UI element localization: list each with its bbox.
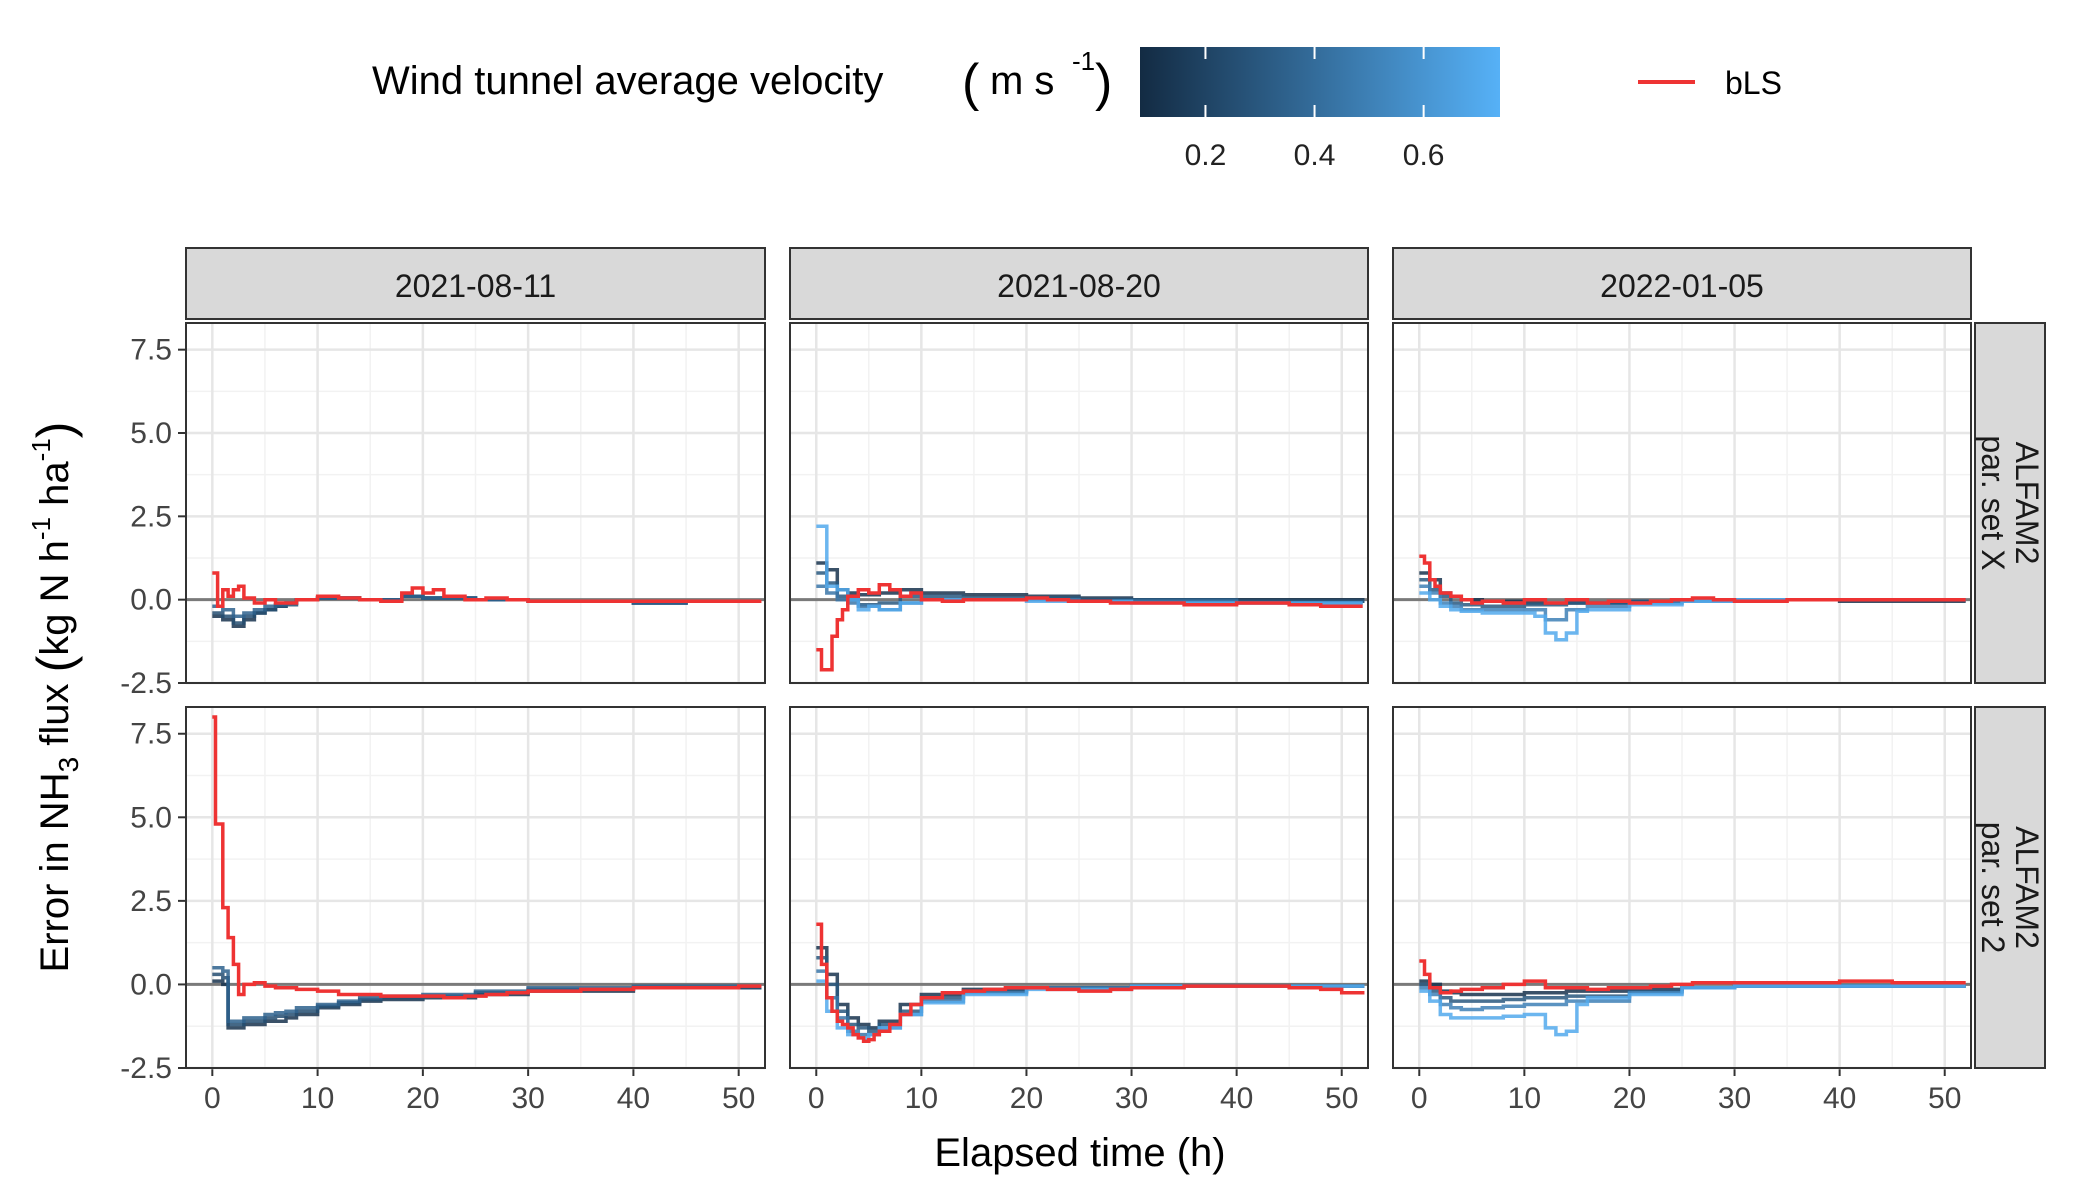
panel — [789, 706, 1369, 1070]
y-title-unit-a: kg N h — [33, 540, 77, 656]
x-tick-label: 50 — [722, 1082, 755, 1115]
x-tick-label: 10 — [301, 1082, 334, 1115]
colorbar-tick-label: 0.2 — [1185, 139, 1227, 172]
x-tick-label: 30 — [1718, 1082, 1751, 1115]
y-title-unit-b-exp: -1 — [26, 438, 56, 461]
x-tick-label: 0 — [1411, 1082, 1428, 1115]
y-title-prefix: Error in NH — [33, 772, 77, 972]
colorbar-tick-label: 0.4 — [1294, 139, 1336, 172]
y-tick-label: 5.0 — [130, 417, 172, 450]
panel-border — [789, 322, 1369, 684]
facet-strip-column-label: 2021-08-11 — [395, 268, 556, 304]
panel — [1392, 322, 1972, 685]
y-tick-label: 0.0 — [130, 584, 172, 617]
x-tick-label: 0 — [204, 1082, 221, 1115]
y-tick-label: 0.0 — [130, 968, 172, 1001]
colorbar — [1140, 47, 1500, 117]
legend: Wind tunnel average velocity ( m s -1 ) … — [372, 46, 1782, 172]
y-title-mid: flux — [33, 672, 77, 756]
y-tick-label: 5.0 — [130, 801, 172, 834]
y-tick-label: 7.5 — [130, 718, 172, 751]
colorbar-title: Wind tunnel average velocity — [372, 59, 883, 103]
y-tick-label: -2.5 — [120, 1052, 172, 1085]
series-line-velocity — [1419, 591, 1966, 642]
facet-strip-column — [185, 247, 766, 320]
x-tick-label: 40 — [1823, 1082, 1856, 1115]
y-title-unit-a-exp: -1 — [26, 517, 56, 540]
series-line-velocity — [212, 965, 760, 1023]
facet-strip-column-label: 2021-08-20 — [997, 268, 1161, 304]
panel — [185, 706, 766, 1070]
facet-strip-row-label: ALFAM2par. set X — [1975, 435, 2045, 570]
colorbar-ticks: 0.2 0.4 0.6 — [1185, 47, 1445, 172]
x-tick-label: 20 — [1010, 1082, 1043, 1115]
y-tick-label: -2.5 — [120, 667, 172, 700]
panel-border — [185, 706, 766, 1069]
series-line-bls — [212, 571, 762, 609]
colorbar-tick-label: 0.6 — [1403, 139, 1445, 172]
svg-text:(: ( — [962, 54, 980, 112]
colorbar-unit-prefix: m s — [990, 59, 1054, 103]
x-axis-title: Elapsed time (h) — [934, 1131, 1225, 1175]
x-tick-label: 50 — [1325, 1082, 1358, 1115]
series-line-velocity — [1419, 984, 1966, 1037]
y-title-unit-b: ha — [33, 461, 77, 517]
panels: 2021-08-11 2021-08-20 2022-01-05 ALFAM2par.… — [120, 247, 2046, 1115]
panel-border — [185, 322, 766, 684]
series-line-bls — [1419, 959, 1966, 995]
x-tick-label: 40 — [1220, 1082, 1253, 1115]
facet-strip-row — [1974, 706, 2046, 1069]
x-tick-label: 10 — [905, 1082, 938, 1115]
y-title-sub: 3 — [53, 757, 84, 773]
panel-border — [789, 706, 1369, 1069]
y-tick-label: 2.5 — [130, 500, 172, 533]
x-tick-label: 50 — [1928, 1082, 1961, 1115]
x-tick-label: 0 — [808, 1082, 825, 1115]
panel — [1392, 706, 1972, 1070]
facet-strip-column — [789, 247, 1369, 320]
panel — [185, 322, 766, 685]
y-tick-label: 2.5 — [130, 885, 172, 918]
legend-line-label: bLS — [1725, 65, 1782, 101]
x-tick-label: 20 — [406, 1082, 439, 1115]
x-tick-label: 20 — [1613, 1082, 1646, 1115]
colorbar-unit-exp: -1 — [1072, 46, 1095, 76]
facet-strip-column-label: 2022-01-05 — [1600, 268, 1764, 304]
colorbar-unit: ( m s -1 ) — [962, 46, 1112, 112]
y-tick-label: 7.5 — [130, 334, 172, 367]
panel-border — [1392, 706, 1972, 1069]
svg-text:): ) — [1095, 54, 1112, 112]
facet-strip-row-label: ALFAM2par. set 2 — [1975, 822, 2045, 954]
series-line-bls — [212, 715, 762, 1000]
series-line-bls — [1419, 554, 1966, 605]
facet-strip-row — [1974, 322, 2046, 684]
series-line-bls — [816, 582, 1363, 672]
x-tick-label: 30 — [511, 1082, 544, 1115]
facet-strip-column — [1392, 247, 1972, 320]
panel-border — [1392, 322, 1972, 684]
x-tick-label: 10 — [1508, 1082, 1541, 1115]
panel — [789, 322, 1369, 685]
y-axis-title: Error in NH3 flux (kg N h-1 ha-1) — [26, 422, 84, 973]
x-tick-label: 40 — [617, 1082, 650, 1115]
series-line-bls — [816, 922, 1365, 1044]
x-tick-label: 30 — [1115, 1082, 1148, 1115]
